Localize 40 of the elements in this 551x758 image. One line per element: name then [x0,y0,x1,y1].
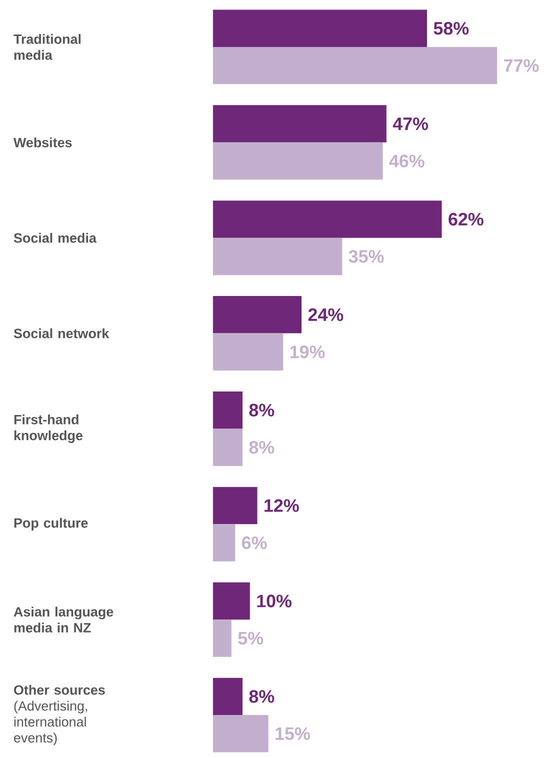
y-tick-label: Asian language media in NZ [14,606,114,633]
data-label: 8% [249,690,274,703]
bar [213,524,236,562]
y-tick-label: Social media [14,232,97,243]
data-label: 24% [308,308,344,321]
bar [213,582,250,620]
data-label: 47% [392,117,428,130]
bar [213,105,386,142]
data-label: 46% [389,154,424,168]
bar [213,715,268,752]
data-label: 35% [348,250,384,263]
y-tick-label: Pop culture [14,518,88,530]
bar [213,142,383,180]
bar [213,10,428,47]
data-label: 10% [257,594,292,608]
data-label: 58% [434,22,469,35]
y-tick-label: Traditional media [14,34,81,60]
bar [213,200,442,238]
bar [213,333,284,371]
bar [213,296,302,334]
bar [213,238,342,276]
y-tick-label: Other sources (Advertising, international events) [14,684,105,746]
data-label: 77% [504,59,539,72]
y-tick-label: First-hand knowledge [14,414,83,443]
data-label: 8% [249,404,274,416]
data-label: 5% [238,632,264,645]
y-tick-label: Websites [13,137,72,148]
bar [213,486,258,524]
data-label: 12% [264,499,299,512]
y-tick-label: Social network [14,328,110,338]
bar [213,392,243,429]
bar [213,620,232,657]
data-label: 19% [290,346,325,358]
data-label: 15% [276,727,310,740]
data-label: 6% [242,536,267,550]
data-label: 8% [249,440,274,454]
bar [213,428,243,466]
bar [213,46,498,84]
data-label: 62% [448,212,484,226]
bar [213,678,243,716]
